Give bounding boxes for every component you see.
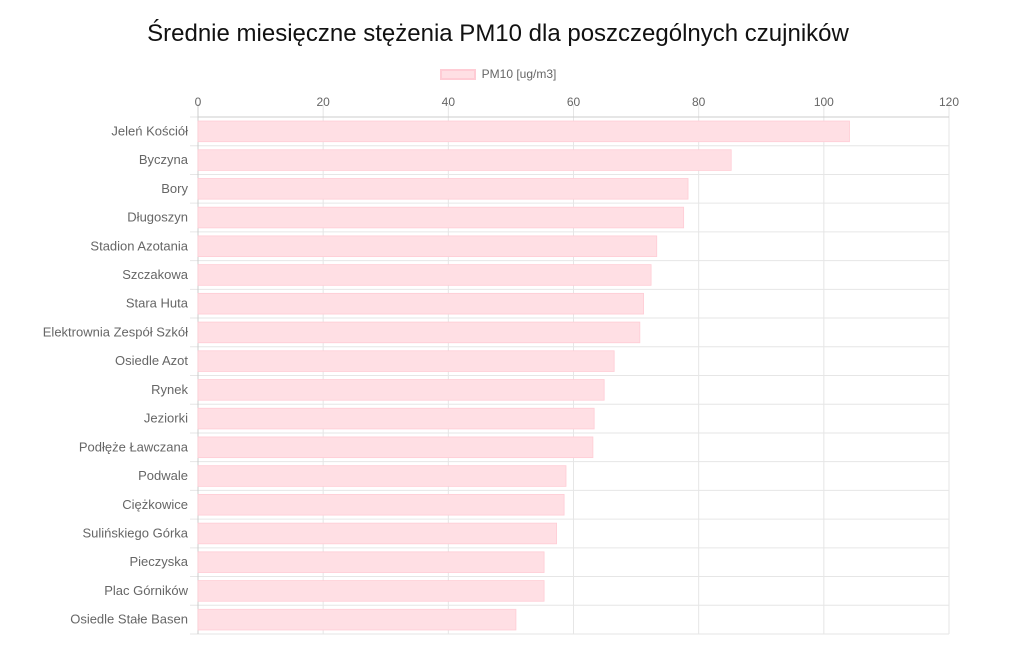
y-category-label: Długoszyn (127, 210, 188, 225)
y-category-label: Elektrownia Zespół Szkół (43, 324, 188, 339)
y-category-label: Rynek (151, 382, 188, 397)
grid-lines (190, 104, 950, 635)
x-tick-label: 80 (692, 95, 706, 109)
legend-swatch (439, 68, 476, 80)
chart-title: Średnie miesięczne stężenia PM10 dla pos… (147, 20, 849, 47)
y-category-label: Byczyna (139, 152, 189, 167)
bar[interactable] (197, 608, 517, 631)
y-category-label: Podłęże Ławczana (79, 439, 189, 454)
bar[interactable] (197, 407, 595, 430)
bar[interactable] (197, 321, 641, 344)
bar[interactable] (197, 350, 615, 372)
bar[interactable] (197, 522, 558, 545)
bar[interactable] (197, 551, 545, 573)
bar[interactable] (197, 264, 652, 286)
bar[interactable] (197, 379, 605, 401)
y-category-label: Stadion Azotania (90, 238, 188, 253)
y-category-label: Osiedle Stałe Basen (70, 612, 188, 627)
bar[interactable] (197, 235, 658, 257)
x-tick-label: 0 (195, 95, 202, 109)
bar[interactable] (197, 436, 594, 459)
legend[interactable]: PM10 [ug/m3] (0, 67, 996, 81)
y-category-label: Sulińskiego Górka (83, 525, 189, 540)
bar[interactable] (197, 120, 850, 143)
x-axis-ticks: 0 20 40 60 80 100 120 (195, 95, 960, 109)
y-category-label: Pieczyska (129, 554, 188, 569)
bar[interactable] (197, 465, 567, 487)
y-category-label: Stara Huta (126, 296, 189, 311)
x-tick-label: 120 (939, 95, 959, 109)
y-category-label: Osiedle Azot (115, 353, 188, 368)
x-tick-label: 40 (442, 95, 456, 109)
legend-label: PM10 [ug/m3] (481, 67, 557, 81)
y-category-label: Ciężkowice (122, 497, 188, 512)
x-tick-label: 100 (814, 95, 834, 109)
y-axis-labels: Jeleń Kościół Byczyna Bory Długoszyn Stadion… (43, 123, 189, 626)
y-category-label: Jeziorki (144, 411, 188, 426)
bar[interactable] (197, 149, 732, 171)
y-category-label: Jeleń Kościół (111, 123, 188, 138)
bar[interactable] (197, 292, 644, 315)
bar[interactable] (197, 494, 565, 516)
x-tick-label: 60 (567, 95, 581, 109)
bar[interactable] (197, 178, 689, 200)
y-category-label: Podwale (138, 468, 188, 483)
bar[interactable] (197, 206, 685, 229)
y-category-label: Plac Górników (104, 583, 188, 598)
y-category-label: Bory (161, 181, 188, 196)
y-category-label: Szczakowa (122, 267, 189, 282)
bar[interactable] (197, 580, 545, 602)
bars (197, 120, 850, 631)
x-tick-label: 20 (316, 95, 330, 109)
